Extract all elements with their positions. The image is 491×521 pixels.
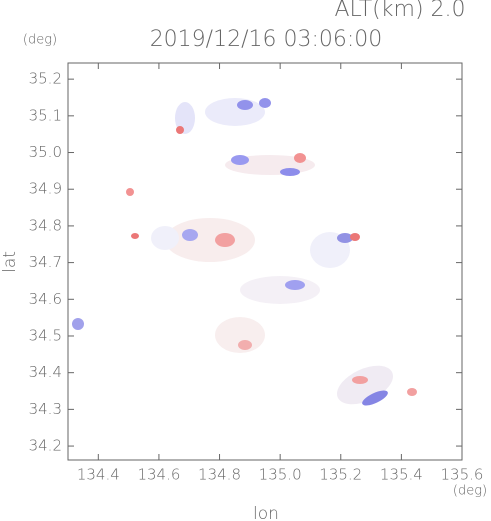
y-tick-label: 34.9 — [29, 180, 62, 198]
y-tick-label: 34.5 — [29, 326, 62, 344]
y-tick-label: 34.7 — [29, 253, 62, 271]
x-tick-label: 134.8 — [198, 466, 241, 484]
chart-title: 2019/12/16 03:06:00 — [150, 27, 383, 52]
y-tick-label: 35.1 — [29, 106, 62, 124]
x-tick-label: 135.6 — [441, 466, 484, 484]
echo-field — [72, 98, 417, 406]
x-tick-label: 135.2 — [319, 466, 362, 484]
y-tick-label: 34.8 — [29, 216, 62, 234]
y-tick-label: 34.2 — [29, 437, 62, 455]
altitude-label: ALT(km) 2.0 — [334, 0, 465, 22]
y-tick-label: 35.2 — [29, 70, 62, 88]
y-axis-label: lat — [0, 251, 20, 273]
x-tick-label: 135.0 — [259, 466, 302, 484]
x-unit: (deg) — [453, 484, 487, 499]
plot-frame — [67, 62, 463, 461]
x-axis-label: lon — [253, 504, 279, 521]
x-tick-label: 134.4 — [77, 466, 120, 484]
y-tick-label: 35.0 — [29, 143, 62, 161]
x-tick-label: 134.6 — [137, 466, 180, 484]
y-tick-label: 34.6 — [29, 290, 62, 308]
x-tick-label: 135.4 — [380, 466, 423, 484]
y-unit: (deg) — [23, 33, 57, 48]
y-tick-label: 34.4 — [29, 363, 62, 381]
y-tick-label: 34.3 — [29, 400, 62, 418]
